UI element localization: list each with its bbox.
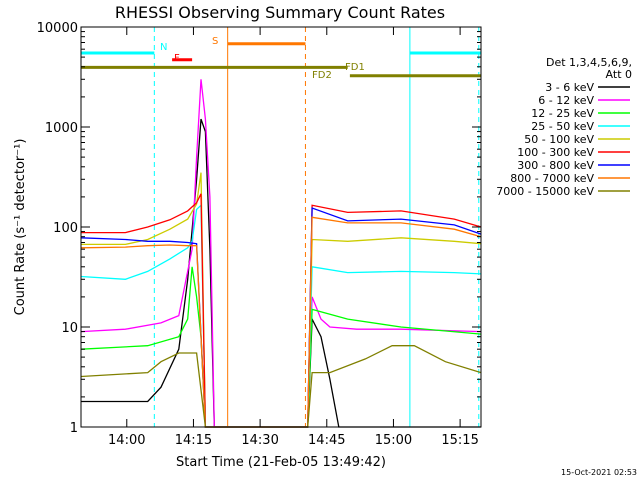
x-tick-label: 14:00 bbox=[108, 433, 145, 448]
axes: 14:00 14:15 14:30 14:45 15:00 15:15 1 10 100 1000… bbox=[37, 21, 481, 448]
series-line-0 bbox=[81, 118, 481, 428]
annotation-fd2: FD2 bbox=[312, 70, 332, 81]
legend-label-3: 25 - 50 keV bbox=[531, 120, 594, 133]
x-tick-label: 14:15 bbox=[175, 433, 212, 448]
series-line-6 bbox=[80, 207, 482, 428]
series-line-4 bbox=[81, 172, 482, 428]
series-line-1 bbox=[80, 79, 482, 428]
x-tick-label: 15:15 bbox=[441, 433, 478, 448]
annotation-f: F bbox=[174, 53, 180, 64]
series-line-5 bbox=[81, 193, 482, 428]
x-tick-label: 15:00 bbox=[375, 433, 412, 448]
x-tick-label: 14:30 bbox=[241, 433, 278, 448]
annotation-n: N bbox=[160, 42, 167, 53]
legend-label-8: 7000 - 15000 keV bbox=[496, 185, 594, 198]
legend-label-6: 300 - 800 keV bbox=[517, 159, 594, 172]
legend-header-line-1: Det 1,3,4,5,6,9, bbox=[546, 56, 632, 69]
legend-label-1: 6 - 12 keV bbox=[538, 94, 594, 107]
legend-label-5: 100 - 300 keV bbox=[517, 146, 594, 159]
y-axis-label: Count Rate (s⁻¹ detector⁻¹) bbox=[13, 139, 28, 316]
legend-label-4: 50 - 100 keV bbox=[524, 133, 594, 146]
plot-area: NF S FD1 FD2 bbox=[80, 27, 482, 428]
legend-label-0: 3 - 6 keV bbox=[545, 81, 594, 94]
annotation-s: S bbox=[212, 36, 218, 47]
y-tick-label: 100 bbox=[53, 221, 78, 236]
y-tick-label: 10 bbox=[61, 321, 78, 336]
plot-frame bbox=[80, 26, 482, 428]
y-tick-label: 1000 bbox=[45, 121, 78, 136]
series-line-7 bbox=[80, 216, 482, 428]
annotation-fd1: FD1 bbox=[345, 62, 365, 73]
legend-header-line-2: Att 0 bbox=[606, 68, 632, 81]
series-line-2 bbox=[80, 266, 482, 428]
legend-label-7: 800 - 7000 keV bbox=[510, 172, 594, 185]
series-line-8 bbox=[80, 345, 482, 428]
timestamp: 15-Oct-2021 02:53 bbox=[561, 468, 637, 477]
chart-title: RHESSI Observing Summary Count Rates bbox=[115, 3, 445, 22]
y-tick-label: 10000 bbox=[37, 21, 78, 36]
x-axis-label: Start Time (21-Feb-05 13:49:42) bbox=[176, 455, 386, 470]
x-tick-label: 14:45 bbox=[308, 433, 345, 448]
y-tick-label: 1 bbox=[70, 421, 78, 436]
legend-label-2: 12 - 25 keV bbox=[531, 107, 594, 120]
